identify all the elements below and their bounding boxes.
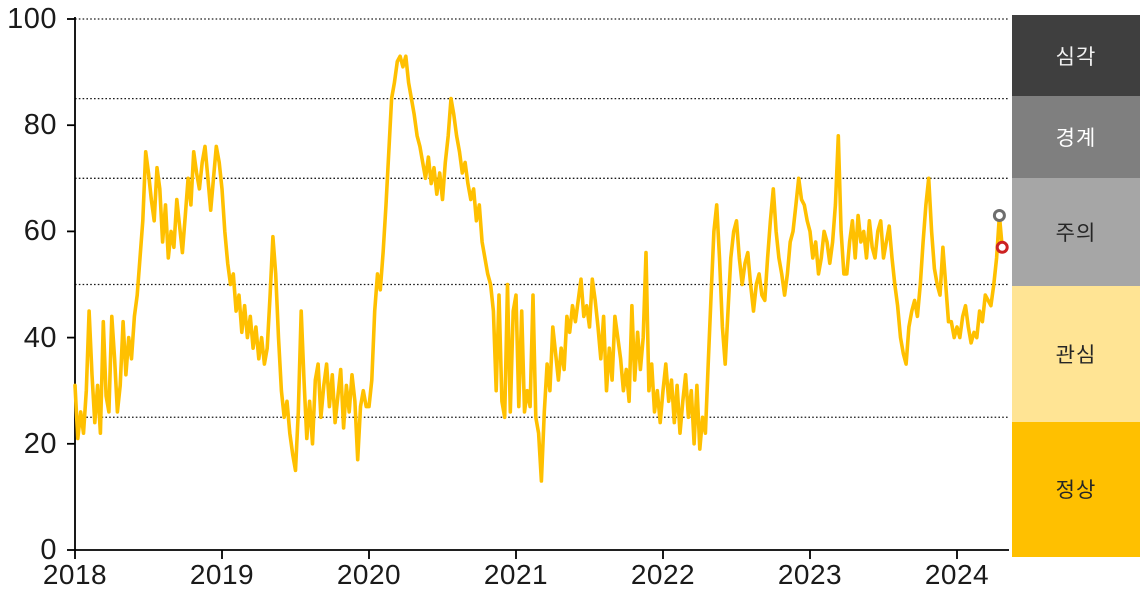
red-ring-marker	[995, 240, 1009, 254]
severity-band-label: 정상	[1055, 479, 1097, 503]
severity-band-label: 경계	[1055, 126, 1097, 150]
x-tick-label: 2019	[189, 559, 255, 590]
x-tick-label: 2023	[777, 559, 843, 590]
y-tick-label: 100	[7, 3, 57, 35]
severity-band-label: 주의	[1055, 221, 1097, 245]
severity-band-critical: 심각	[1012, 15, 1140, 97]
y-tick-label: 20	[23, 427, 57, 460]
y-tick-label: 40	[23, 321, 57, 354]
x-tick-label: 2021	[483, 559, 549, 590]
stress-index-line	[73, 54, 1005, 483]
x-tick-label: 2018	[42, 559, 108, 590]
gray-ring-marker	[992, 209, 1006, 222]
severity-band-caution: 주의	[1012, 177, 1140, 286]
severity-band-attention: 관심	[1012, 286, 1140, 422]
y-tick-label: 60	[23, 215, 57, 248]
y-tick-label: 0	[40, 534, 57, 566]
severity-band-normal: 정상	[1012, 421, 1140, 557]
x-tick-label: 2022	[630, 559, 696, 590]
y-tick-label: 80	[23, 109, 57, 142]
severity-band-label: 관심	[1055, 343, 1097, 367]
severity-band-label: 심각	[1055, 45, 1097, 69]
x-tick-label: 2024	[924, 559, 990, 590]
x-tick-label: 2020	[336, 559, 402, 590]
severity-band-alert: 경계	[1012, 96, 1140, 178]
